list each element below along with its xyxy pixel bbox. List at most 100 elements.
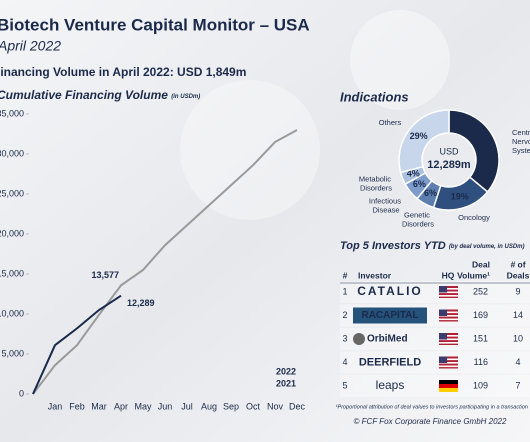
center-label: USD — [439, 146, 459, 156]
label-line: Metabolic — [359, 174, 393, 183]
y-tick-label: 25,000 — [0, 188, 24, 198]
x-tick-label: Sep — [223, 401, 239, 411]
flag-stripe — [439, 342, 458, 344]
table-title: Top 5 Investors YTD (by deal volume, in … — [340, 240, 525, 252]
value-label: 13,577 — [91, 270, 119, 280]
label-line: Disorders — [360, 183, 392, 192]
flag-canton — [439, 309, 447, 316]
x-tick-label: Dec — [289, 401, 306, 411]
row-band — [340, 351, 530, 374]
table-header: HQ — [442, 270, 455, 280]
flag-stripe — [439, 388, 458, 392]
y-tick-label: 0 — [19, 388, 24, 398]
label-line: Others — [379, 118, 402, 127]
slice-category-label: Central Nervous System — [512, 128, 530, 155]
legend-label: 2021 — [276, 378, 296, 388]
slice-category-label: Oncology — [458, 213, 490, 222]
table-header: # of — [510, 259, 525, 269]
y-tick-label: 10,000 — [0, 308, 24, 318]
label-line: Disease — [372, 205, 399, 214]
label-line: Oncology — [458, 213, 490, 222]
x-tick-label: Mar — [91, 401, 107, 411]
slice-value-label: 6% — [424, 188, 437, 198]
line — [32, 294, 122, 395]
row-band — [340, 375, 530, 397]
background-shape — [180, 80, 320, 220]
line — [32, 129, 298, 395]
flag-stripe — [439, 335, 458, 337]
table-header: Deals — [507, 270, 530, 280]
label-line: Infectious — [369, 196, 403, 205]
investor: RACAPITAL — [361, 310, 418, 321]
y-tick-label: 20,000 — [0, 228, 24, 238]
slice-category-label: Infectious Disease — [369, 196, 403, 214]
logo-mark — [353, 333, 365, 345]
background-shape — [350, 10, 450, 110]
rank: 3 — [342, 333, 347, 343]
flag-canton — [439, 333, 447, 340]
deal-count: 14 — [513, 310, 523, 320]
table-title-note: (by deal volume, in USDm) — [449, 244, 525, 250]
y-tick-label: 30,000 — [0, 148, 24, 158]
rank: 4 — [342, 357, 347, 367]
x-tick-label: Jan — [48, 401, 63, 411]
row-band — [340, 328, 530, 350]
x-tick-label: Aug — [201, 401, 217, 411]
flag-stripe — [439, 291, 458, 294]
table-header: Volume¹ — [457, 270, 490, 280]
label-line: Nervous — [512, 137, 530, 146]
investor: OrbiMed — [367, 334, 408, 345]
flag-stripe — [439, 311, 458, 314]
deal-volume: 151 — [473, 333, 488, 343]
flag-stripe — [439, 318, 458, 321]
pie-slice — [448, 109, 500, 193]
x-tick-label: Feb — [69, 401, 85, 411]
flag-stripe — [439, 365, 458, 368]
investor: DEERFIELD — [359, 356, 421, 368]
deal-volume: 116 — [474, 357, 488, 367]
footnote: ¹Proportional attribution of deal values… — [336, 404, 528, 410]
legend-label: 2022 — [276, 366, 296, 376]
flag-canton — [439, 286, 447, 293]
logo-box — [353, 307, 427, 324]
slice-category-label: Metabolic Disorders — [359, 174, 393, 192]
chart-title: Cumulative Financing Volume (in USDm) — [0, 88, 200, 102]
flag-stripe — [439, 384, 458, 388]
deal-count: 4 — [515, 357, 520, 367]
deal-count: 7 — [515, 380, 520, 390]
title: Biotech Venture Capital Monitor – USA — [0, 15, 310, 34]
chart-title-main: Cumulative Financing Volume — [0, 88, 168, 102]
table-header: Investor — [358, 270, 392, 280]
slice-value-label: 4% — [407, 169, 420, 179]
pie-slice — [398, 109, 450, 174]
subtitle: April 2022 — [0, 38, 61, 54]
pie-title: Indications — [340, 89, 409, 104]
label-line: Central — [512, 128, 530, 137]
label-line: Genetic — [404, 210, 432, 219]
value-label: 12,289 — [127, 298, 155, 308]
flag-stripe — [439, 358, 458, 361]
deal-volume: 109 — [473, 380, 488, 390]
rank: 2 — [342, 310, 347, 320]
table-header: # — [343, 270, 348, 280]
deal-volume: 169 — [473, 310, 488, 320]
x-tick-label: Oct — [246, 401, 261, 411]
slice-value-label: 6% — [413, 179, 426, 189]
slice-value-label: 19% — [451, 191, 469, 201]
rank: 5 — [342, 380, 347, 390]
flag-stripe — [439, 295, 458, 297]
flag-stripe — [439, 380, 458, 384]
flag-stripe — [439, 288, 458, 290]
table-header: Deal — [472, 259, 490, 269]
flag-stripe — [439, 338, 458, 341]
headline: Financing Volume in April 2022: USD 1,84… — [0, 65, 246, 79]
center-label: 12,289m — [427, 159, 471, 171]
deal-count: 9 — [515, 286, 520, 296]
x-tick-label: Nov — [267, 401, 284, 411]
investor: leaps — [376, 378, 405, 392]
x-tick-label: Jul — [181, 401, 193, 411]
row-band — [340, 281, 530, 303]
table-title-main: Top 5 Investors YTD — [340, 240, 446, 252]
slice-category-label: Genetic Disorders — [402, 210, 434, 228]
